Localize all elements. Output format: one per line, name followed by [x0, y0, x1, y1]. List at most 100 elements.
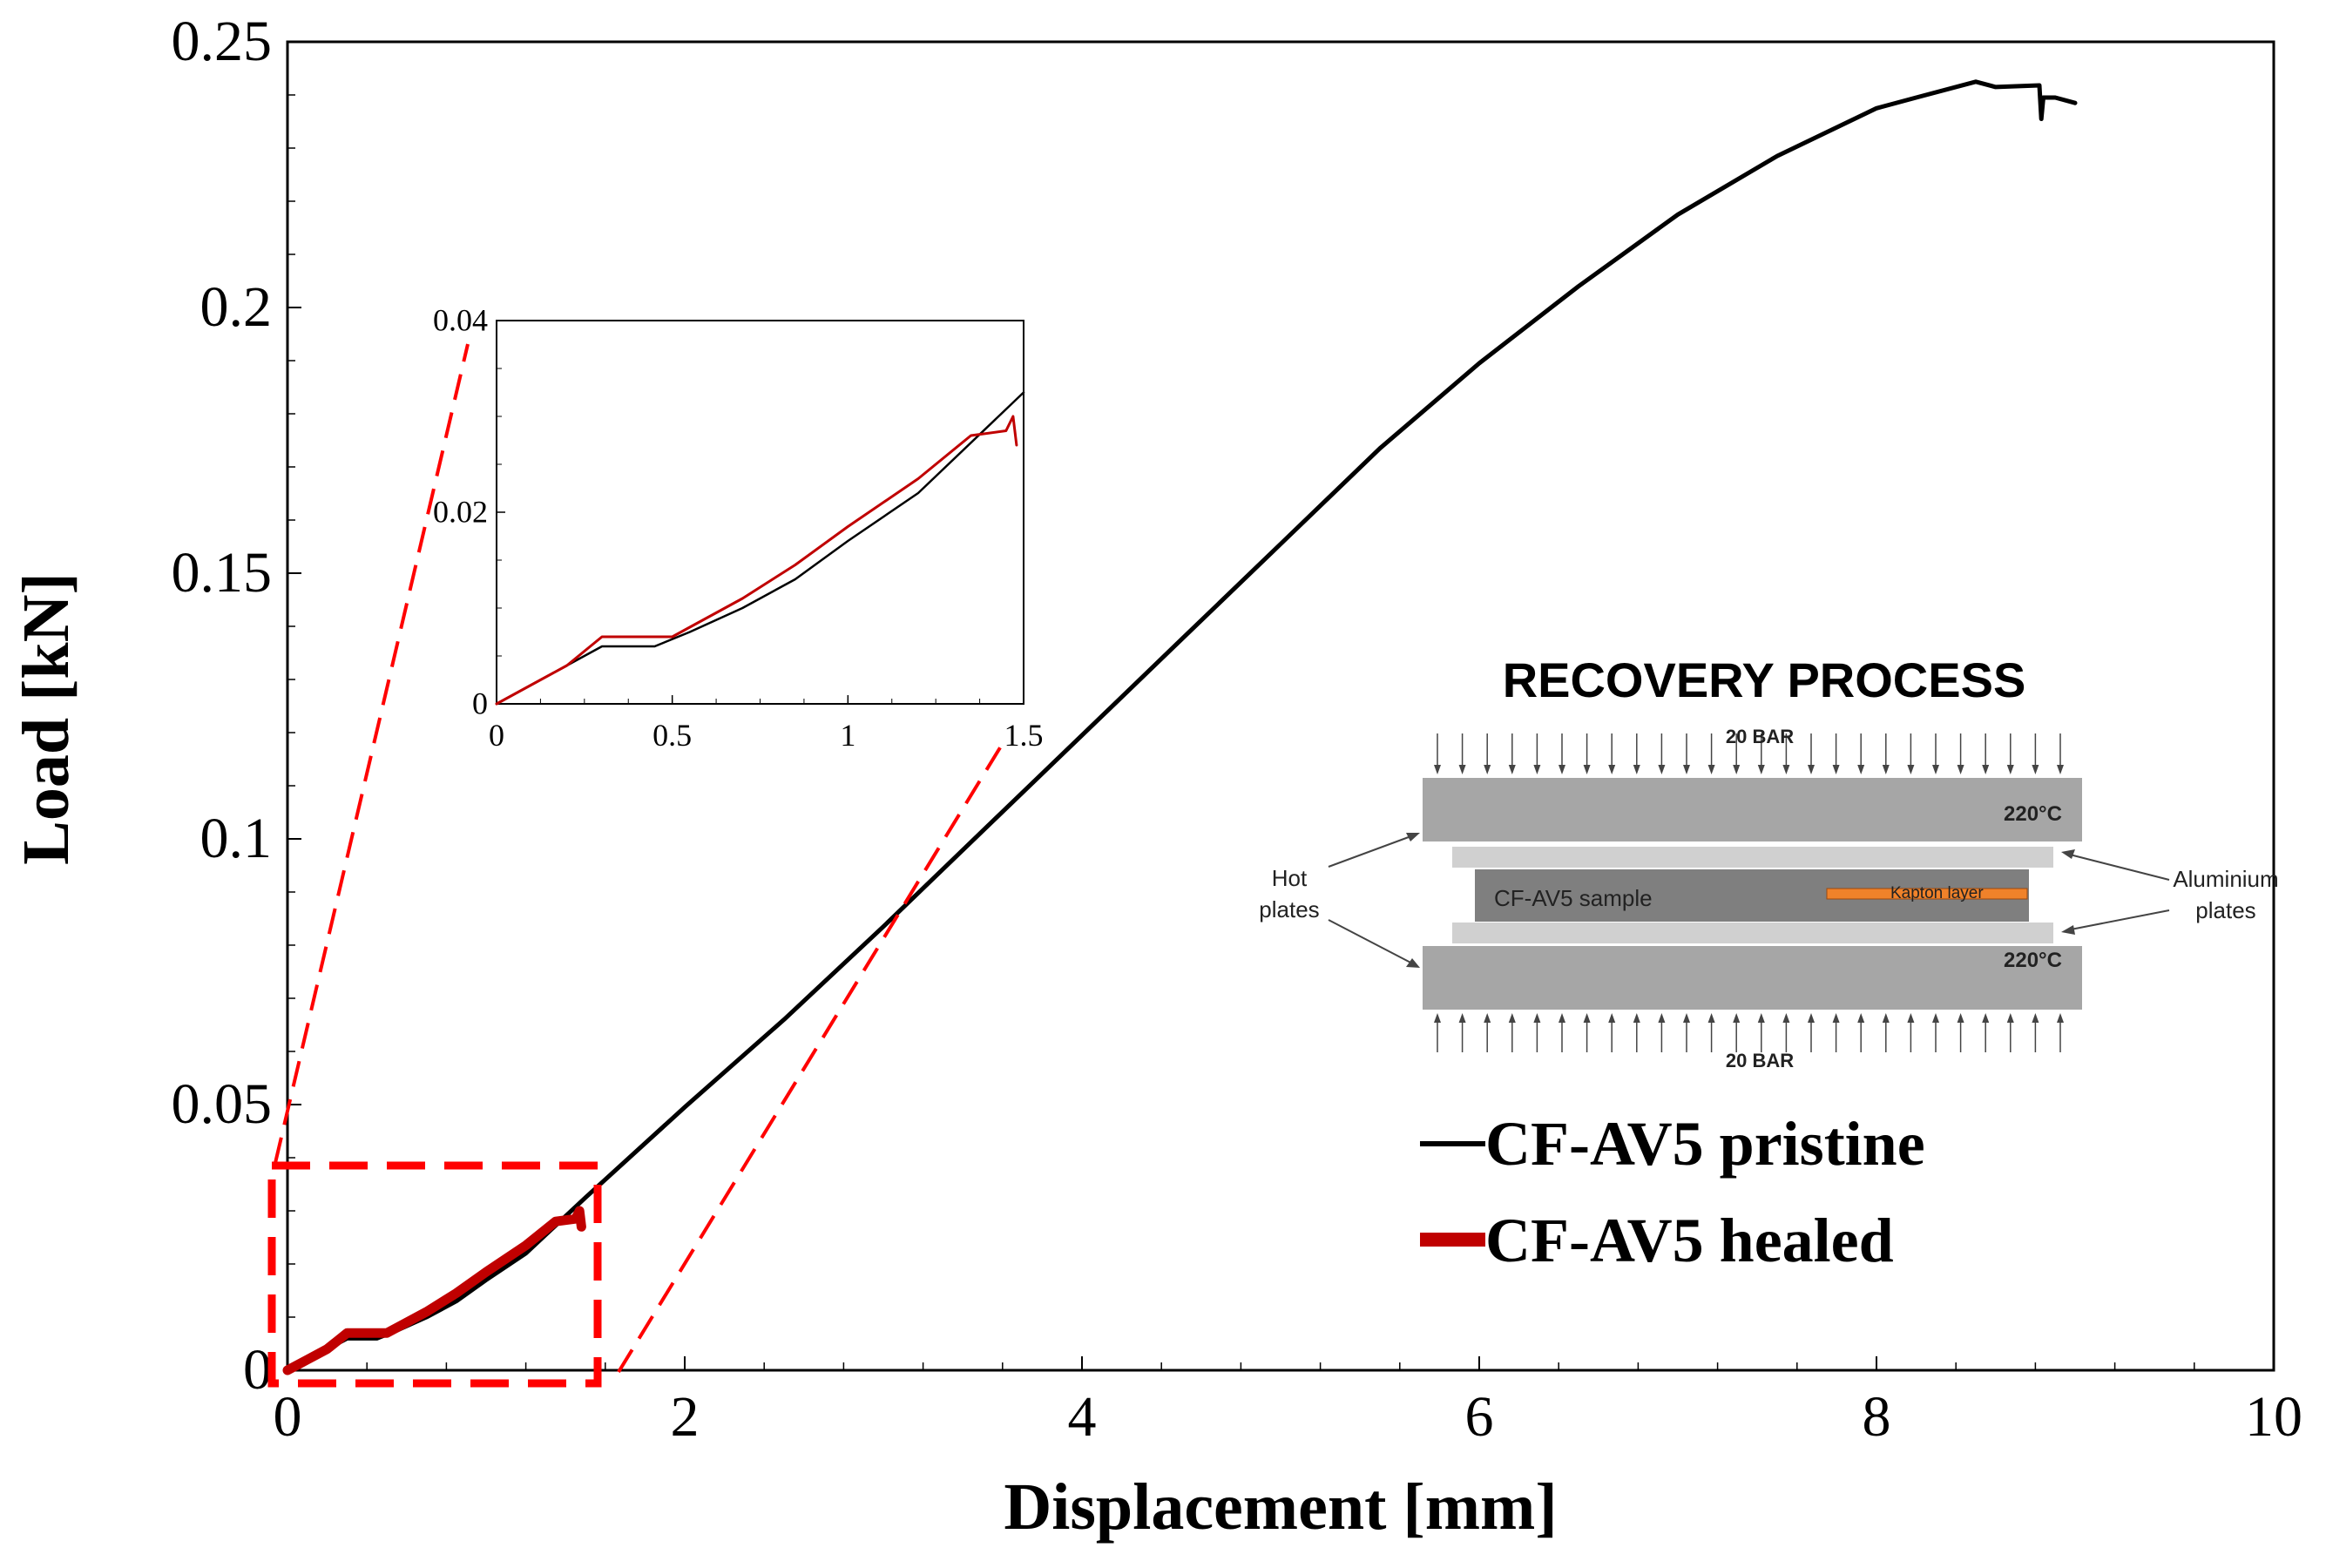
pressure-arrowhead-down	[1434, 765, 1441, 774]
legend-healed-label: CF-AV5 healed	[1485, 1206, 1894, 1275]
main-y-tick-label: 0.2	[200, 275, 273, 339]
main-y-tick-label: 0.1	[200, 807, 273, 870]
pressure-arrowhead-up	[1707, 1013, 1715, 1023]
hot-plate-bottom	[1423, 946, 2082, 1010]
inset-x-tick-label: 1	[840, 718, 855, 753]
pressure-arrowhead-up	[1484, 1013, 1491, 1023]
legend-pristine-label: CF-AV5 pristine	[1485, 1109, 1925, 1179]
pressure-arrowhead-up	[1957, 1013, 1964, 1023]
hot-plates-pointer-bottom	[1328, 919, 1417, 966]
inset-plot-area	[496, 320, 1024, 705]
pressure-arrowhead-up	[1458, 1013, 1466, 1023]
pressure-arrowhead-up	[1857, 1013, 1865, 1023]
pressure-label-top: 20 BAR	[1726, 726, 1794, 747]
y-axis-label: Load [kN]	[10, 572, 83, 865]
inset-x-tick-label: 0.5	[652, 718, 692, 753]
main-x-tick-label: 2	[671, 1385, 700, 1449]
inset-y-tick-label: 0.04	[433, 303, 488, 338]
pressure-arrowhead-up	[1434, 1013, 1441, 1023]
pressure-arrowhead-up	[1608, 1013, 1616, 1023]
pressure-arrowhead-up	[2057, 1013, 2064, 1023]
pressure-arrowhead-up	[1757, 1013, 1765, 1023]
pressure-arrowhead-down	[1832, 765, 1840, 774]
pressure-arrowhead-up	[1907, 1013, 1915, 1023]
pressure-arrowhead-up	[1733, 1013, 1741, 1023]
pressure-arrowhead-down	[1583, 765, 1591, 774]
pressure-arrowhead-down	[1608, 765, 1616, 774]
temp-label-top: 220°C	[2004, 802, 2062, 826]
inset-axes-ticks: 0 0.5 1 1.5 0 0.02 0.04	[433, 303, 1044, 753]
al-plates-label-line1: Aluminium	[2173, 866, 2278, 892]
pressure-arrowhead-up	[2006, 1013, 2014, 1023]
pressure-arrowhead-up	[1982, 1013, 1990, 1023]
pressure-arrowhead-up	[1633, 1013, 1640, 1023]
main-x-tick-label: 0	[274, 1385, 302, 1449]
hot-plates-label-line2: plates	[1259, 896, 1319, 923]
pressure-arrowhead-up	[1832, 1013, 1840, 1023]
temp-label-bottom: 220°C	[2004, 949, 2062, 972]
pressure-arrowhead-down	[1907, 765, 1915, 774]
kapton-label: Kapton layer	[1890, 884, 1984, 902]
x-axis-label: Displacement [mm]	[1004, 1470, 1557, 1544]
pressure-arrowhead-up	[1683, 1013, 1690, 1023]
pressure-arrowhead-down	[2006, 765, 2014, 774]
hot-plate-top	[1423, 778, 2082, 841]
al-plates-arrowhead-bottom	[2061, 925, 2075, 935]
aluminium-plate-top	[1452, 847, 2053, 868]
hot-plates-label-line1: Hot	[1272, 865, 1308, 891]
al-plates-arrowhead-top	[2061, 849, 2075, 859]
hot-plates-arrowhead-top	[1406, 833, 1420, 841]
pressure-arrowhead-up	[1583, 1013, 1591, 1023]
pressure-arrowhead-down	[1559, 765, 1565, 774]
pressure-arrowhead-down	[1733, 765, 1741, 774]
hot-plates-pointer-top	[1328, 834, 1417, 868]
main-x-tick-label: 4	[1068, 1385, 1097, 1449]
inset-series-cf-av5-healed	[495, 415, 1018, 706]
pressure-arrowhead-up	[1808, 1013, 1815, 1023]
main-series-group	[282, 79, 2078, 1375]
main-x-tick-label: 6	[1465, 1385, 1494, 1449]
pressure-arrowhead-down	[1707, 765, 1715, 774]
inset-series-group	[495, 391, 1025, 706]
main-y-tick-label: 0.15	[172, 541, 273, 605]
diagram-title: RECOVERY PROCESS	[1503, 652, 2026, 707]
pressure-arrowhead-down	[2032, 765, 2039, 774]
main-series-cf-av5-healed	[282, 1206, 586, 1375]
legend: CF-AV5 pristine CF-AV5 healed	[1420, 1109, 1925, 1275]
pressure-arrows-bottom	[1434, 1013, 2064, 1052]
pressure-arrowhead-down	[1808, 765, 1815, 774]
zoom-region-box	[267, 1161, 602, 1388]
pressure-arrowhead-down	[1484, 765, 1491, 774]
pressure-arrowhead-down	[1458, 765, 1466, 774]
pressure-arrowhead-down	[1882, 765, 1890, 774]
kapton-layer	[1826, 888, 2028, 900]
main-y-tick-label: 0	[243, 1338, 272, 1402]
inset-y-tick-label: 0	[472, 686, 488, 721]
pressure-arrowhead-up	[1533, 1013, 1541, 1023]
pressure-arrowhead-down	[1857, 765, 1865, 774]
pressure-arrows-top	[1434, 733, 2064, 774]
main-x-tick-label: 8	[1863, 1385, 1891, 1449]
pressure-label-bottom: 20 BAR	[1726, 1050, 1794, 1071]
inset-x-tick-label: 0	[489, 718, 504, 753]
hot-plates-arrowhead-bottom	[1406, 958, 1420, 968]
sample-label: CF-AV5 sample	[1494, 885, 1653, 911]
inset-x-tick-label: 1.5	[1004, 718, 1044, 753]
pressure-arrowhead-down	[1683, 765, 1690, 774]
pressure-arrowhead-down	[1658, 765, 1666, 774]
aluminium-plate-bottom	[1452, 923, 2053, 943]
pressure-arrowhead-down	[1633, 765, 1640, 774]
inset-y-tick-label: 0.02	[433, 495, 488, 530]
pressure-arrowhead-up	[1782, 1013, 1790, 1023]
main-x-tick-label: 10	[2245, 1385, 2302, 1449]
pressure-arrowhead-down	[1508, 765, 1516, 774]
pressure-arrowhead-up	[1882, 1013, 1890, 1023]
recovery-process-diagram: RECOVERY PROCESS 20 BAR 20 BAR 220°C CF-…	[1259, 652, 2278, 1071]
pressure-arrowhead-up	[1559, 1013, 1565, 1023]
pressure-arrowhead-up	[1932, 1013, 1939, 1023]
main-plot-area	[286, 40, 2275, 1372]
pressure-arrowhead-down	[1932, 765, 1939, 774]
pressure-arrowhead-down	[1982, 765, 1990, 774]
pressure-arrowhead-down	[1757, 765, 1765, 774]
